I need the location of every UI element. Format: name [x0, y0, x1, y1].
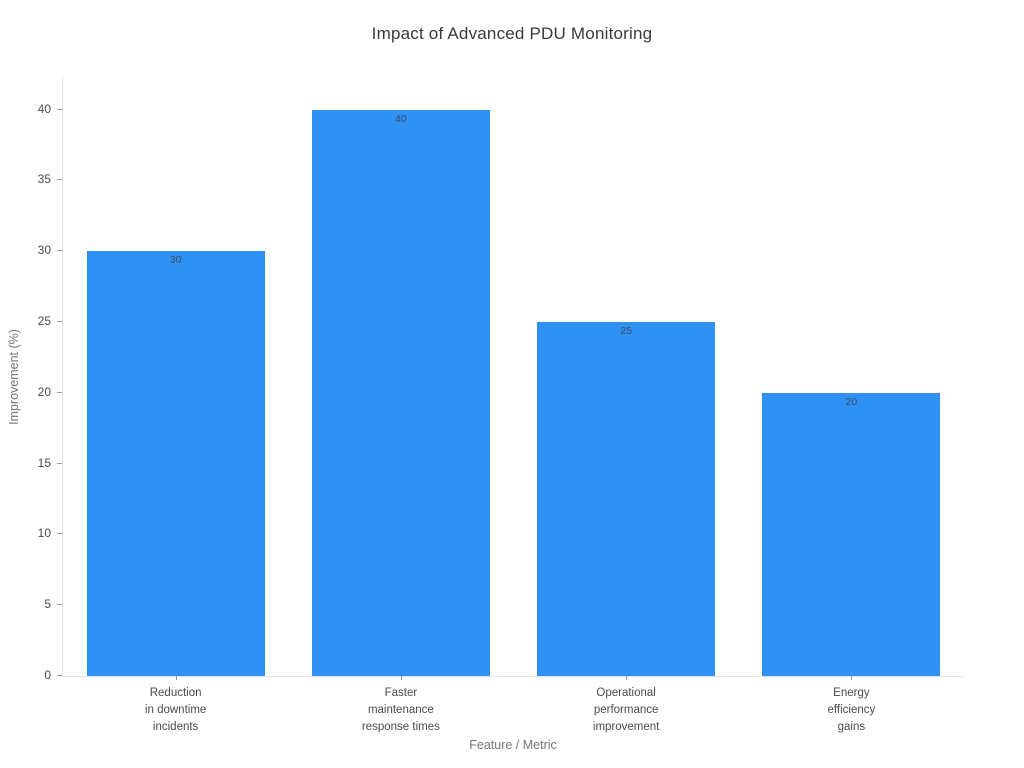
y-tick-mark: [57, 179, 62, 181]
x-tick-label-line: improvement: [592, 721, 660, 733]
x-tick-label-line: maintenance: [367, 704, 434, 716]
bar: 25: [537, 321, 716, 676]
x-tick-label-line: Operational: [596, 687, 656, 699]
y-tick-label: 15: [37, 455, 51, 470]
y-axis-title: Improvement (%): [7, 329, 21, 425]
y-tick-label: 20: [37, 384, 51, 399]
x-tick-mark: [851, 676, 853, 680]
y-tick-label: 10: [37, 526, 51, 541]
y-tick-mark: [57, 533, 62, 535]
x-tick-mark: [175, 676, 177, 680]
y-tick-label: 35: [37, 172, 51, 187]
y-tick-mark: [57, 108, 62, 110]
x-tick-label-line: gains: [837, 721, 866, 733]
x-tick-label-line: in downtime: [144, 704, 207, 716]
x-tick-label-line: efficiency: [827, 704, 876, 716]
bar-value-label: 25: [620, 324, 632, 337]
bar-value-label: 40: [395, 112, 407, 125]
y-tick-label: 5: [44, 597, 51, 612]
x-tick-label-line: performance: [593, 704, 659, 716]
y-tick-label: 40: [37, 101, 51, 116]
y-tick-mark: [57, 320, 62, 322]
bar-value-label: 30: [169, 254, 182, 267]
y-tick-label: 30: [37, 243, 51, 258]
bar: 20: [762, 392, 941, 676]
x-tick-mark: [400, 676, 402, 680]
x-tick-label: Energy efficiency gains: [741, 685, 961, 736]
x-tick-mark: [626, 676, 628, 680]
y-tick-mark: [57, 462, 62, 464]
x-axis-title: Feature / Metric: [469, 738, 557, 752]
y-tick-mark: [57, 250, 62, 252]
x-tick-label-line: Energy: [833, 687, 870, 699]
y-tick-mark: [57, 604, 62, 606]
x-tick-label: Faster maintenance response times: [291, 685, 511, 736]
y-tick-label: 25: [37, 313, 51, 328]
x-tick-label: Operational performance improvement: [516, 685, 736, 736]
plot-area: 0 5 10 15 20 25 30 35 40 30 Reduction in downtime in…: [38, 77, 964, 733]
x-tick-label-line: Reduction: [149, 687, 202, 699]
y-tick-mark: [57, 675, 62, 676]
bar: 30: [86, 251, 265, 676]
x-tick-label-line: Faster: [384, 687, 418, 699]
x-tick-label-line: response times: [361, 721, 440, 733]
bar-value-label: 20: [845, 395, 858, 408]
y-tick-mark: [57, 391, 62, 393]
x-tick-label-line: incidents: [152, 721, 199, 733]
chart-title: Impact of Advanced PDU Monitoring: [371, 24, 653, 43]
bar: 40: [311, 109, 490, 676]
x-tick-label: Reduction in downtime incidents: [66, 685, 286, 736]
y-tick-label: 0: [44, 668, 51, 682]
